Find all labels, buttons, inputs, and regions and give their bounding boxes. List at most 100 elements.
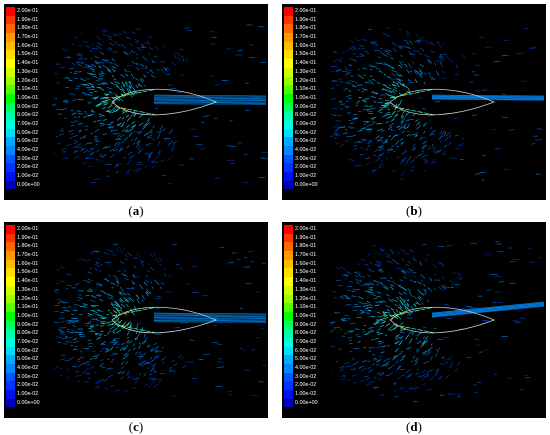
velocity-vector [190, 340, 194, 341]
velocity-vector [412, 333, 413, 335]
velocity-vector [421, 280, 422, 282]
colorbar-swatch [6, 242, 15, 251]
velocity-vector [381, 320, 386, 321]
velocity-vector [123, 248, 125, 249]
velocity-vector [405, 120, 409, 121]
velocity-vector [108, 127, 111, 128]
colorbar-entry: 2.00e-01 [284, 225, 324, 234]
velocity-vector [494, 374, 497, 375]
velocity-vector [404, 270, 407, 274]
velocity-vector [142, 300, 143, 302]
velocity-vector [457, 396, 460, 397]
colorbar-entry: 1.50e-01 [6, 50, 46, 59]
velocity-vector [154, 56, 156, 58]
velocity-vector [414, 272, 416, 273]
velocity-vector [100, 115, 105, 116]
velocity-vector [65, 320, 69, 321]
velocity-vector [157, 131, 159, 132]
velocity-vector [85, 58, 87, 59]
velocity-vector [485, 254, 491, 255]
velocity-vector [365, 303, 368, 304]
velocity-vector [91, 366, 94, 369]
velocity-vector [422, 155, 427, 157]
velocity-vector [401, 388, 404, 389]
velocity-vector [113, 130, 117, 132]
velocity-vector [191, 266, 198, 267]
colorbar-label: 5.00e-02 [17, 355, 38, 364]
velocity-vector [94, 122, 96, 123]
velocity-vector [144, 133, 149, 136]
velocity-vector [416, 349, 418, 352]
velocity-vector [105, 95, 108, 97]
colorbar-entry: 1.50e-01 [6, 268, 46, 277]
colorbar-entry: 2.00e-02 [284, 163, 324, 172]
velocity-vector [150, 357, 151, 359]
velocity-vector [214, 85, 219, 86]
velocity-vector [462, 55, 465, 59]
velocity-vector [226, 49, 231, 50]
velocity-vector [352, 374, 358, 376]
velocity-vector [408, 289, 411, 291]
velocity-vector [336, 361, 339, 363]
velocity-vector [131, 122, 134, 124]
velocity-vector [351, 81, 355, 82]
colorbar-swatch [6, 260, 15, 269]
velocity-vector [388, 358, 391, 360]
velocity-vector [74, 285, 77, 286]
velocity-vector [152, 139, 156, 140]
velocity-vector [393, 365, 395, 366]
velocity-vector [186, 59, 188, 62]
velocity-vector [129, 82, 132, 86]
velocity-vector [95, 140, 98, 141]
velocity-vector [92, 71, 95, 73]
velocity-vector [419, 53, 422, 55]
velocity-vector [358, 69, 360, 70]
velocity-vector [407, 318, 413, 319]
velocity-vector [91, 58, 93, 59]
velocity-vector [95, 129, 100, 132]
velocity-vector [110, 122, 114, 123]
colorbar-label: 1.10e-01 [17, 303, 38, 312]
velocity-vector [407, 158, 411, 162]
velocity-vector [330, 135, 334, 137]
velocity-vector [414, 276, 416, 277]
velocity-vector [88, 95, 93, 96]
velocity-vector [353, 53, 356, 54]
colorbar-label: 1.10e-01 [295, 85, 316, 94]
colorbar-swatch [284, 163, 293, 172]
velocity-vector [431, 370, 433, 372]
velocity-vector [139, 352, 142, 355]
velocity-vector [139, 373, 141, 375]
velocity-vector [373, 79, 376, 81]
velocity-vector [436, 71, 439, 76]
velocity-vector [158, 69, 159, 71]
velocity-vector [141, 362, 146, 363]
colorbar-entry: 1.20e-01 [284, 295, 324, 304]
velocity-vector [77, 260, 79, 261]
velocity-vector [449, 280, 453, 283]
velocity-vector [87, 291, 91, 292]
velocity-vector [143, 57, 147, 61]
velocity-vector [380, 166, 384, 168]
airfoil-outline [390, 89, 494, 115]
velocity-vector [449, 356, 451, 361]
velocity-vector [94, 91, 98, 92]
colorbar-label: 2.00e-02 [295, 163, 316, 172]
velocity-vector [150, 348, 154, 351]
velocity-vector [100, 290, 105, 292]
velocity-vector [346, 95, 351, 96]
colorbar-entry: 1.60e-01 [284, 260, 324, 269]
velocity-vector [263, 159, 268, 160]
velocity-vector [124, 353, 128, 355]
velocity-vector [416, 338, 418, 340]
colorbar-label: 1.20e-01 [17, 77, 38, 86]
velocity-vector [69, 357, 74, 360]
velocity-vector [80, 336, 85, 337]
velocity-vector [366, 149, 369, 150]
velocity-vector [363, 376, 368, 377]
colorbar-swatch [284, 146, 293, 155]
velocity-vector [374, 377, 376, 378]
colorbar-entry: 3.00e-02 [6, 155, 46, 164]
colorbar-swatch [6, 329, 15, 338]
